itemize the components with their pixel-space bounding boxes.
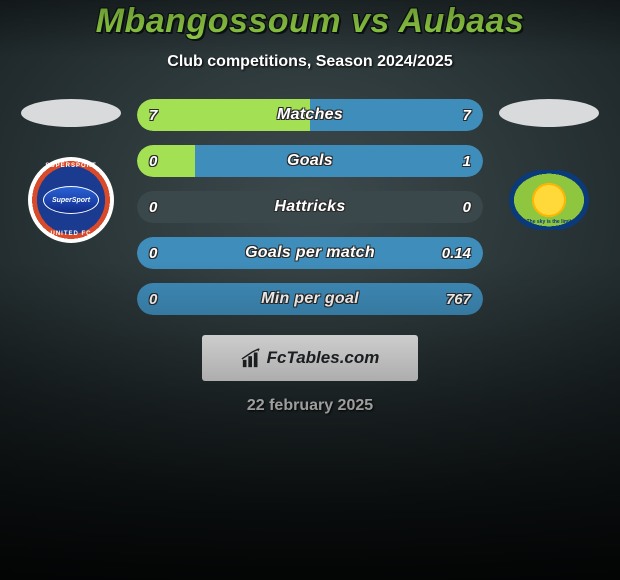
left-team-badge: SUPERSPORT SuperSport UNITED FC (21, 155, 121, 245)
snapshot-date: 22 february 2025 (247, 397, 373, 415)
badge-motto: The sky is the limit (527, 219, 572, 225)
stat-bars: 77Matches 01Goals 00Hattricks 00.14Goals pe… (137, 99, 483, 315)
stat-label: Min per goal (137, 283, 483, 315)
left-side: SUPERSPORT SuperSport UNITED FC (11, 99, 131, 245)
supersport-badge-icon: SUPERSPORT SuperSport UNITED FC (28, 157, 114, 243)
sun-icon (532, 183, 566, 217)
fctables-brand-box: FcTables.com (202, 335, 418, 381)
infographic-content: Mbangossoum vs Aubaas Club competitions,… (0, 0, 620, 580)
stat-bar: 00.14Goals per match (137, 237, 483, 269)
sundowns-badge-icon: The sky is the limit (509, 170, 589, 230)
stat-label: Goals (137, 145, 483, 177)
right-team-badge: The sky is the limit (499, 155, 599, 245)
stat-bar: 01Goals (137, 145, 483, 177)
badge-inner-oval: SuperSport (43, 186, 99, 214)
main-row: SUPERSPORT SuperSport UNITED FC 77Matche… (0, 99, 620, 315)
brand-text: FcTables.com (267, 348, 380, 368)
season-subtitle: Club competitions, Season 2024/2025 (167, 53, 452, 71)
stat-label: Goals per match (137, 237, 483, 269)
stat-label: Hattricks (137, 191, 483, 223)
stat-bar: 00Hattricks (137, 191, 483, 223)
stat-bar: 0767Min per goal (137, 283, 483, 315)
badge-arc-top: SUPERSPORT (45, 163, 96, 169)
stat-bar: 77Matches (137, 99, 483, 131)
right-player-photo-placeholder (499, 99, 599, 127)
left-player-photo-placeholder (21, 99, 121, 127)
bar-chart-icon (241, 347, 263, 369)
badge-inner-text: SuperSport (52, 197, 90, 204)
right-side: The sky is the limit (489, 99, 609, 245)
comparison-title: Mbangossoum vs Aubaas (96, 2, 525, 41)
stat-label: Matches (137, 99, 483, 131)
badge-arc-bottom: UNITED FC (51, 231, 92, 237)
